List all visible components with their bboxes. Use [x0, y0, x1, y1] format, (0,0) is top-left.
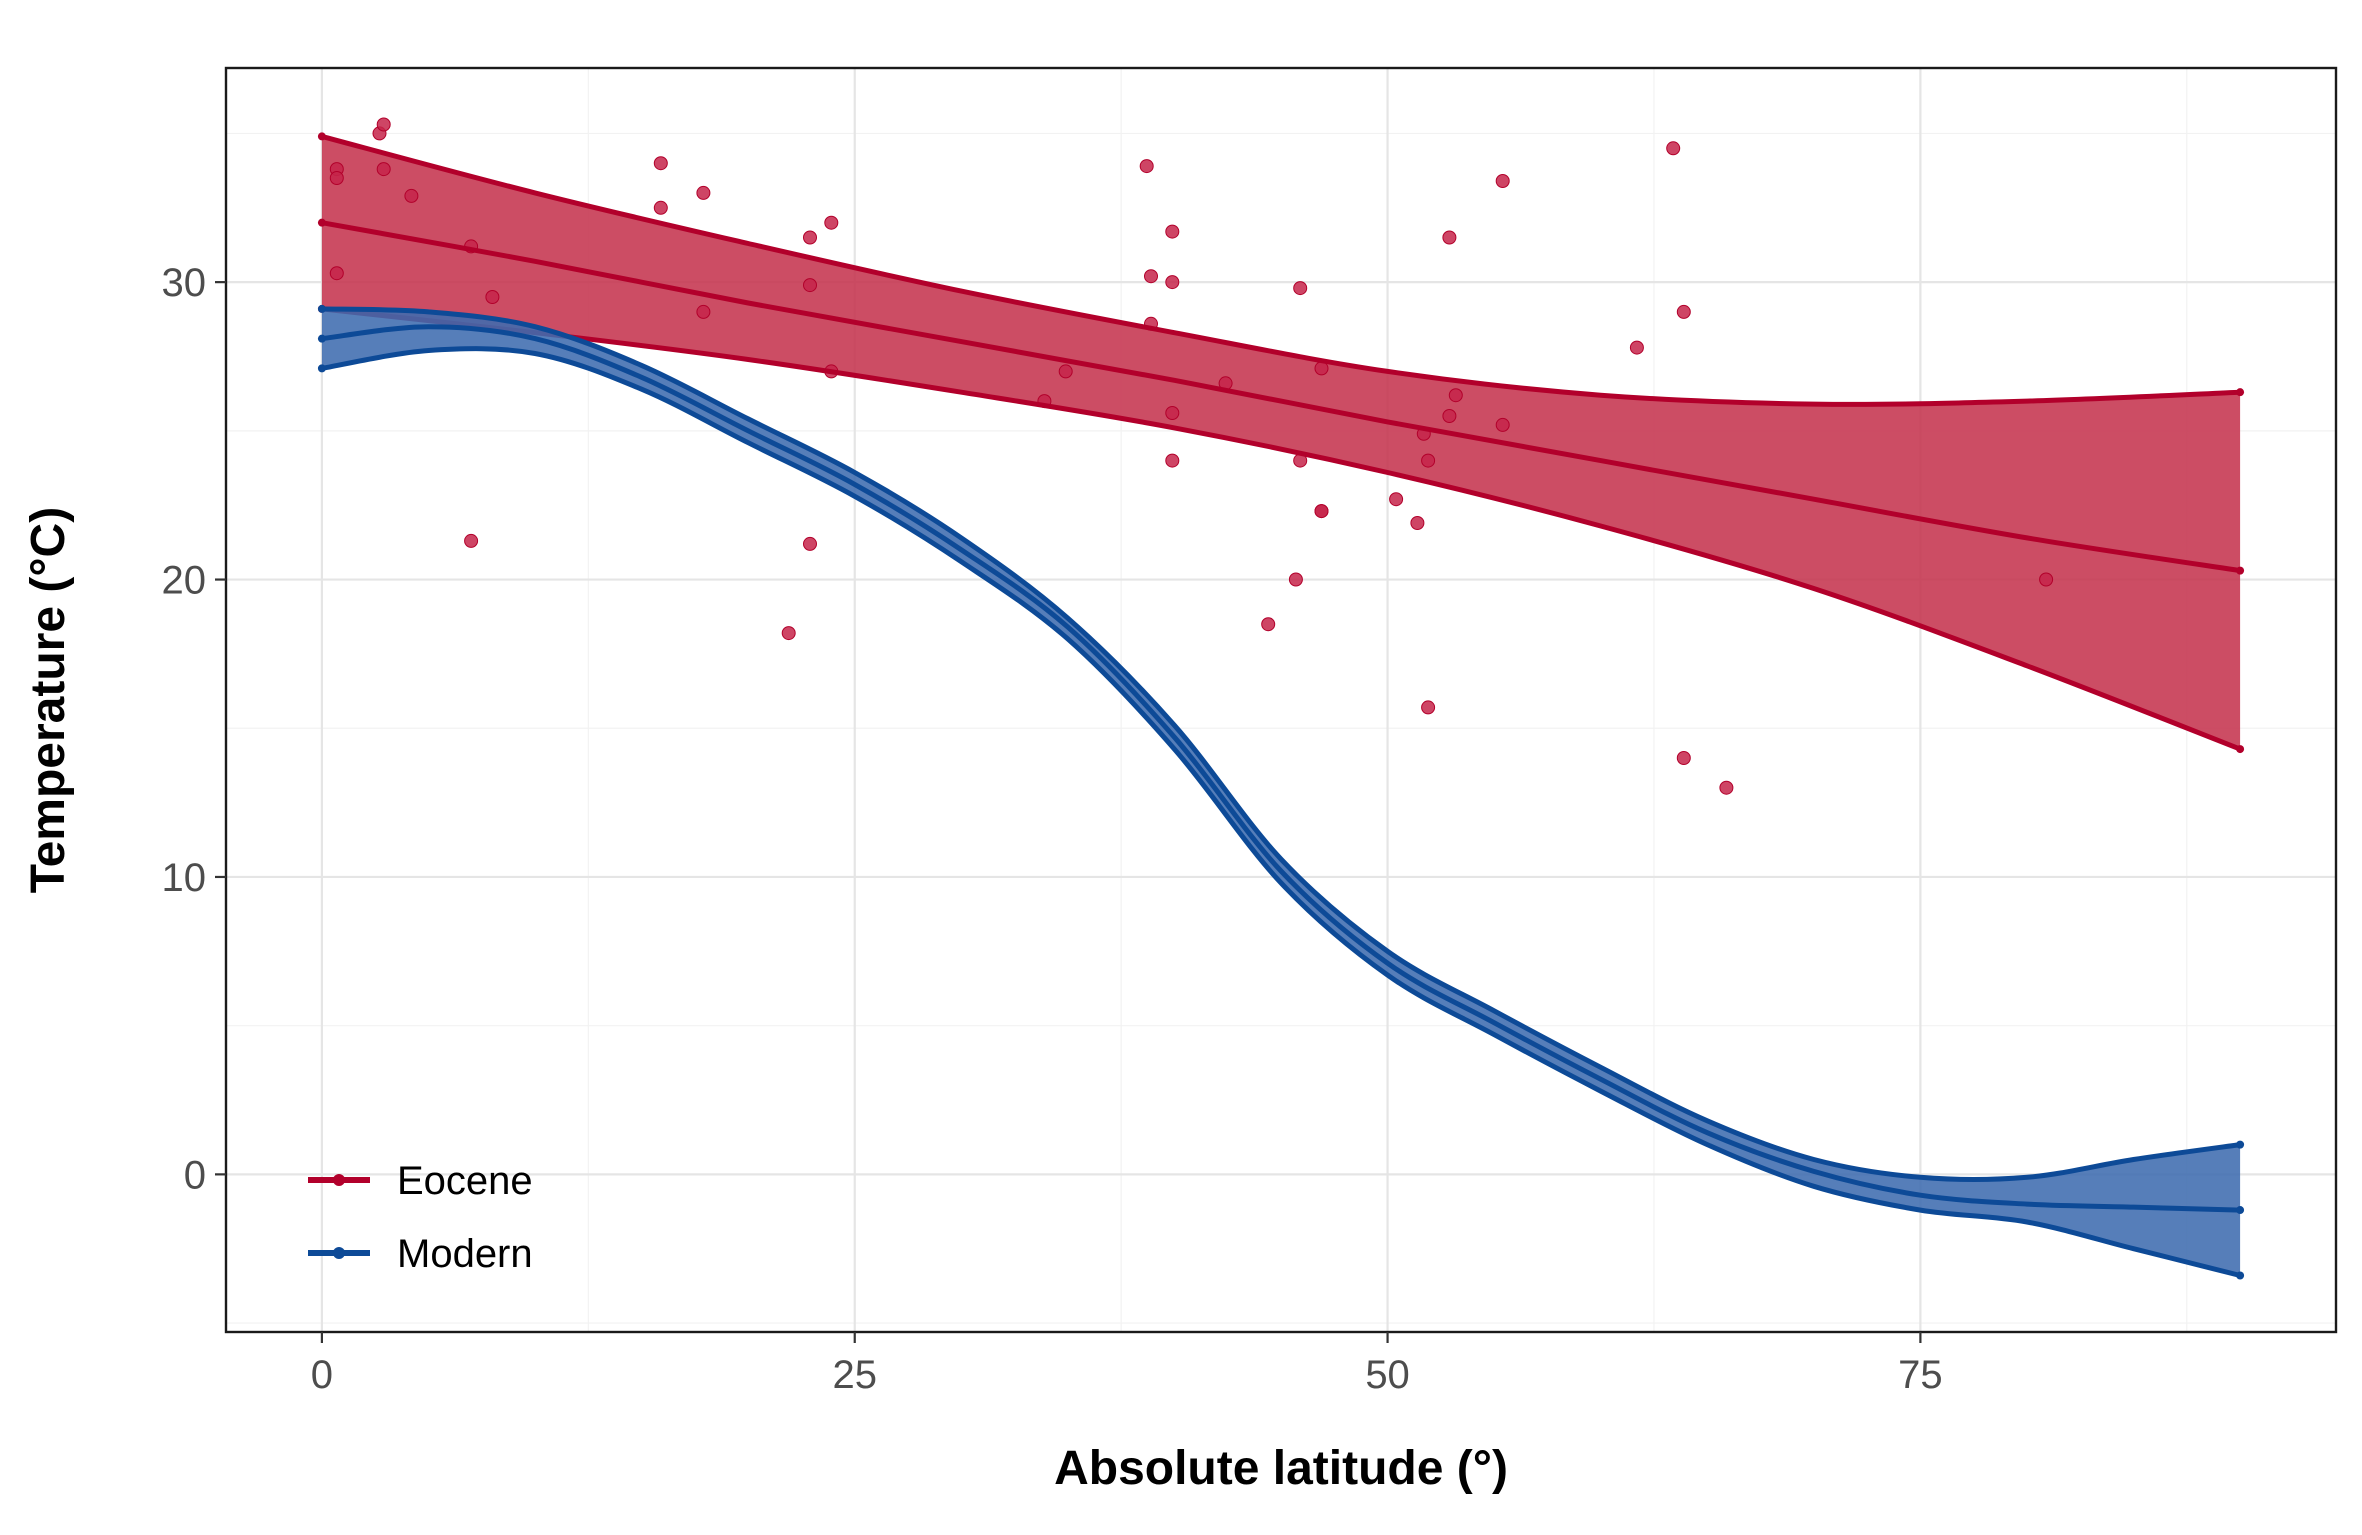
- data-point-eocene: [1629, 340, 1644, 355]
- data-point-eocene: [803, 230, 817, 245]
- data-point-eocene: [1261, 617, 1276, 632]
- fit-line-modern: [321, 324, 2241, 1213]
- data-point-eocene: [1144, 269, 1158, 284]
- legend: Eocene Modern: [308, 1159, 533, 1276]
- data-point-eocene: [1389, 492, 1404, 507]
- y-tick-label: 10: [162, 856, 207, 900]
- lower-bound-modern: [321, 346, 2241, 1278]
- x-tick-label: 0: [311, 1353, 333, 1397]
- legend-label-eocene: Eocene: [397, 1159, 533, 1203]
- data-point-eocene: [1666, 141, 1681, 156]
- plot-area: [317, 117, 2245, 1280]
- data-point-eocene: [329, 171, 344, 185]
- data-point-eocene: [1058, 364, 1073, 379]
- x-axis-title: Absolute latitude (°): [1054, 1442, 1508, 1495]
- data-point-eocene: [1676, 751, 1691, 765]
- data-point-eocene: [696, 185, 711, 200]
- data-point-eocene: [1676, 304, 1691, 319]
- data-point-eocene: [824, 215, 839, 230]
- upper-bound-modern: [321, 306, 2241, 1183]
- data-point-eocene: [1495, 417, 1510, 432]
- y-tick-label: 20: [162, 559, 207, 603]
- data-point-eocene: [1442, 409, 1457, 423]
- line-endpoint-eocene: [317, 218, 326, 227]
- legend-key-modern-point: [333, 1247, 345, 1259]
- legend-label-modern: Modern: [397, 1232, 533, 1276]
- data-point-eocene: [1495, 174, 1510, 188]
- data-point-eocene: [1314, 361, 1329, 376]
- data-point-eocene: [653, 156, 668, 171]
- line-endpoint-eocene: [2236, 745, 2245, 754]
- data-point-eocene: [1314, 504, 1329, 519]
- data-point-eocene: [1410, 516, 1425, 530]
- data-point-eocene: [803, 278, 817, 293]
- data-point-eocene: [1165, 453, 1180, 468]
- data-point-eocene: [696, 304, 711, 319]
- y-axis-title: Temperature (°C): [22, 507, 75, 893]
- data-point-eocene: [1421, 700, 1436, 715]
- data-point-eocene: [1442, 230, 1457, 245]
- data-point-eocene: [404, 188, 419, 203]
- axes: 0 25 50 75 0 10 20 30: [162, 261, 1943, 1397]
- line-endpoint-modern: [317, 334, 326, 343]
- line-endpoint-eocene: [2236, 566, 2245, 575]
- data-point-eocene: [2039, 572, 2054, 587]
- line-endpoint-modern: [317, 364, 326, 373]
- data-point-eocene: [1448, 388, 1463, 403]
- data-point-eocene: [1421, 453, 1436, 468]
- data-point-eocene: [376, 117, 391, 132]
- lower-bound-eocene: [321, 306, 2242, 752]
- line-endpoint-modern: [317, 304, 326, 313]
- line-endpoint-modern: [2236, 1206, 2245, 1215]
- line-endpoint-modern: [2236, 1271, 2245, 1280]
- data-point-eocene: [803, 536, 817, 551]
- data-point-eocene: [485, 290, 500, 304]
- line-endpoint-eocene: [2236, 388, 2245, 397]
- data-point-eocene: [1139, 159, 1154, 174]
- line-endpoint-eocene: [317, 132, 326, 141]
- fit-line-eocene: [321, 220, 2241, 574]
- data-point-eocene: [781, 626, 796, 641]
- confidence-band-modern: [321, 308, 2241, 1276]
- data-point-eocene: [1165, 224, 1180, 239]
- y-tick-label: 0: [184, 1153, 206, 1197]
- data-point-eocene: [653, 200, 668, 215]
- panel-border: [224, 66, 2338, 1334]
- y-tick-label: 30: [162, 261, 207, 305]
- data-point-eocene: [1293, 281, 1308, 296]
- x-tick-label: 25: [832, 1353, 877, 1397]
- line-endpoint-modern: [2236, 1140, 2245, 1149]
- confidence-band-eocene: [321, 136, 2241, 750]
- data-point-eocene: [1288, 572, 1303, 587]
- data-point-eocene: [376, 162, 391, 177]
- data-point-eocene: [1165, 275, 1180, 290]
- x-tick-label: 50: [1365, 1353, 1410, 1397]
- legend-key-eocene-point: [333, 1174, 345, 1186]
- x-tick-label: 75: [1898, 1353, 1943, 1397]
- data-point-eocene: [1719, 780, 1734, 795]
- data-point-eocene: [1165, 406, 1180, 420]
- upper-bound-eocene: [321, 133, 2241, 407]
- data-point-eocene: [464, 533, 479, 548]
- data-point-eocene: [329, 266, 344, 281]
